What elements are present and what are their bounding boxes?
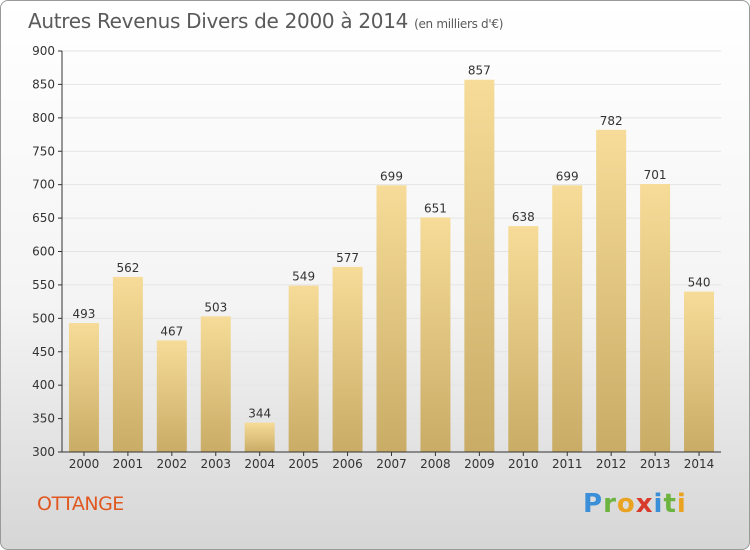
title-text: Autres Revenus Divers de 2000 à 2014 xyxy=(28,9,409,33)
x-tick-label-2013: 2013 xyxy=(640,457,671,471)
bar-2003 xyxy=(200,316,231,452)
y-tick-label: 450 xyxy=(32,345,55,359)
data-label-2006: 577 xyxy=(336,251,359,265)
logo-letter: r xyxy=(603,489,617,519)
bar-2012 xyxy=(596,129,627,452)
bars xyxy=(68,79,715,452)
bar-2013 xyxy=(640,183,671,452)
commune-name: OTTANGE xyxy=(37,493,124,515)
x-tick-label-2011: 2011 xyxy=(552,457,583,471)
bar-2005 xyxy=(288,285,319,452)
data-label-2003: 503 xyxy=(204,300,227,314)
logo-letter: o xyxy=(616,489,636,519)
y-tick-label: 700 xyxy=(32,178,55,192)
x-tick-label-2007: 2007 xyxy=(376,457,407,471)
data-label-2011: 699 xyxy=(556,169,579,183)
bar-2008 xyxy=(420,217,451,452)
data-label-2002: 467 xyxy=(160,324,183,338)
data-label-2001: 562 xyxy=(116,261,139,275)
y-tick-label: 650 xyxy=(32,211,55,225)
y-tick-label: 900 xyxy=(32,44,55,58)
bar-2014 xyxy=(684,291,715,452)
x-tick-label-2006: 2006 xyxy=(332,457,363,471)
bar-2002 xyxy=(156,340,187,452)
y-tick-label: 750 xyxy=(32,144,55,158)
logo-letter: i xyxy=(676,489,687,519)
x-tick-label-2005: 2005 xyxy=(288,457,319,471)
data-label-2008: 651 xyxy=(424,201,447,215)
data-labels: 493 562 467 503 344 549 577 699 651 857 638 699 782 7… xyxy=(73,64,711,421)
x-tick-label-2003: 2003 xyxy=(200,457,231,471)
y-tick-label: 600 xyxy=(32,245,55,259)
y-tick-label: 500 xyxy=(32,311,55,325)
data-label-2014: 540 xyxy=(688,276,711,290)
data-label-2010: 638 xyxy=(512,210,535,224)
x-tick-label-2012: 2012 xyxy=(596,457,627,471)
axes: 300 350 400 450 500 550 600 650 700 750 800 850 900 2… xyxy=(32,44,721,471)
data-label-2007: 699 xyxy=(380,169,403,183)
bar-2004 xyxy=(244,422,275,452)
logo-letter: x xyxy=(635,489,654,519)
logo-letter: t xyxy=(663,489,677,519)
data-label-2012: 782 xyxy=(600,114,623,128)
proxiti-logo: Proxiti xyxy=(583,489,687,519)
data-label-2009: 857 xyxy=(468,64,491,78)
x-tick-label-2002: 2002 xyxy=(157,457,188,471)
bar-2009 xyxy=(464,79,495,452)
x-tick-label-2004: 2004 xyxy=(244,457,275,471)
data-label-2013: 701 xyxy=(644,168,667,182)
bar-2000 xyxy=(68,323,99,452)
data-label-2004: 344 xyxy=(248,407,271,421)
y-tick-label: 400 xyxy=(32,378,55,392)
bar-2001 xyxy=(112,276,143,452)
chart-title: Autres Revenus Divers de 2000 à 2014 (en … xyxy=(28,9,503,33)
logo-letter: i xyxy=(653,489,664,519)
x-tick-label-2001: 2001 xyxy=(113,457,144,471)
data-label-2000: 493 xyxy=(73,307,96,321)
logo-letter: P xyxy=(583,489,604,519)
bar-2006 xyxy=(332,266,363,452)
bar-2007 xyxy=(376,185,407,452)
x-tick-label-2008: 2008 xyxy=(420,457,451,471)
title-unit: (en milliers d'€) xyxy=(414,17,504,31)
y-tick-label: 550 xyxy=(32,278,55,292)
x-tick-label-2014: 2014 xyxy=(684,457,715,471)
x-tick-label-2010: 2010 xyxy=(508,457,539,471)
y-tick-label: 850 xyxy=(32,77,55,91)
x-tick-label-2000: 2000 xyxy=(69,457,100,471)
y-tick-label: 350 xyxy=(32,412,55,426)
x-tick-label-2009: 2009 xyxy=(464,457,495,471)
data-label-2005: 549 xyxy=(292,270,315,284)
y-tick-label: 300 xyxy=(32,445,55,459)
y-tick-label: 800 xyxy=(32,111,55,125)
bar-2011 xyxy=(552,185,583,452)
bar-2010 xyxy=(508,226,539,452)
